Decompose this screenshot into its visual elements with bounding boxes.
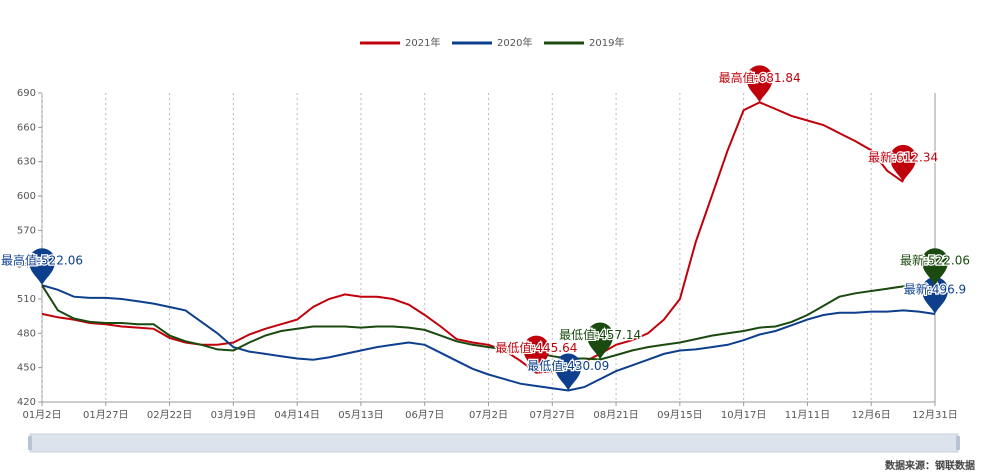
pin-marker: 最高值:681.84 [717, 65, 802, 103]
x-tick-label: 07月27日 [530, 409, 575, 421]
y-tick-label: 540 [17, 260, 36, 271]
pin [555, 353, 582, 391]
pin [890, 144, 917, 182]
pin [922, 248, 948, 286]
x-tick-label: 10月17日 [721, 409, 766, 421]
pin-marker: 最低值:457.14 [558, 322, 642, 360]
pin-marker: 最高值:522.06 [0, 248, 84, 286]
pin [587, 322, 614, 360]
series-line [41, 284, 936, 392]
series-line [41, 284, 936, 361]
x-tick-label: 01月27日 [83, 409, 128, 421]
x-tick-label: 12月31日 [912, 409, 957, 421]
x-tick-label: 03月19日 [211, 409, 256, 421]
x-tick-label: 04月14日 [274, 409, 319, 421]
legend-label: 2019年 [589, 36, 624, 49]
pin [922, 276, 948, 314]
legend-item[interactable]: 2021年 [360, 36, 440, 49]
y-tick-label: 510 [17, 294, 36, 305]
x-tick-label: 09月15日 [657, 409, 702, 421]
slider-handle[interactable] [956, 436, 960, 450]
y-tick-label: 600 [17, 191, 36, 202]
legend-label: 2020年 [497, 36, 532, 49]
x-tick-label: 06月7日 [405, 409, 444, 421]
y-tick-label: 630 [17, 157, 36, 168]
legend-item[interactable]: 2020年 [452, 36, 532, 49]
x-tick-label: 08月21日 [593, 409, 638, 421]
x-tick-label: 05月13日 [338, 409, 383, 421]
pin-label: 最低值:445.64 [495, 340, 577, 355]
pin-label: 最新:496.9 [904, 281, 966, 296]
pin-marker: 最新:522.06 [899, 248, 971, 286]
y-tick-label: 690 [17, 88, 36, 99]
x-tick-label: 02月22日 [147, 409, 192, 421]
pin [746, 65, 773, 103]
pin-label: 最低值:457.14 [559, 327, 641, 342]
y-tick-label: 570 [17, 225, 36, 236]
y-tick-label: 420 [17, 397, 36, 408]
slider-handle[interactable] [28, 436, 32, 450]
x-tick-label: 11月11日 [785, 409, 830, 421]
pin [523, 335, 550, 373]
legend-item[interactable]: 2019年 [544, 36, 624, 49]
pin-label: 最新:522.06 [900, 253, 970, 268]
pin-label: 最高值:681.84 [719, 70, 801, 85]
x-tick-label: 12月6日 [852, 409, 891, 421]
pin-label: 最新:612.34 [868, 149, 938, 164]
pin-marker: 最新:612.34 [867, 144, 939, 182]
legend-label: 2021年 [405, 36, 440, 49]
pin-label: 最高值:522.06 [1, 253, 83, 268]
pin-marker: 最低值:430.09 [526, 353, 611, 391]
pin [29, 248, 55, 286]
x-tick-label: 07月2日 [469, 409, 508, 421]
x-tick-label: 01月2日 [22, 409, 61, 421]
source-note: 数据来源：钢联数据 [885, 459, 975, 472]
pin-label: 最低值:430.09 [527, 358, 609, 373]
zoom-slider[interactable] [28, 433, 960, 453]
slider-track[interactable] [29, 433, 959, 453]
y-tick-label: 660 [17, 122, 36, 133]
pin-marker: 最新:496.9 [903, 276, 967, 314]
y-tick-label: 450 [17, 363, 36, 374]
pin-marker: 最低值:445.64 [494, 335, 579, 373]
y-tick-label: 480 [17, 328, 36, 339]
